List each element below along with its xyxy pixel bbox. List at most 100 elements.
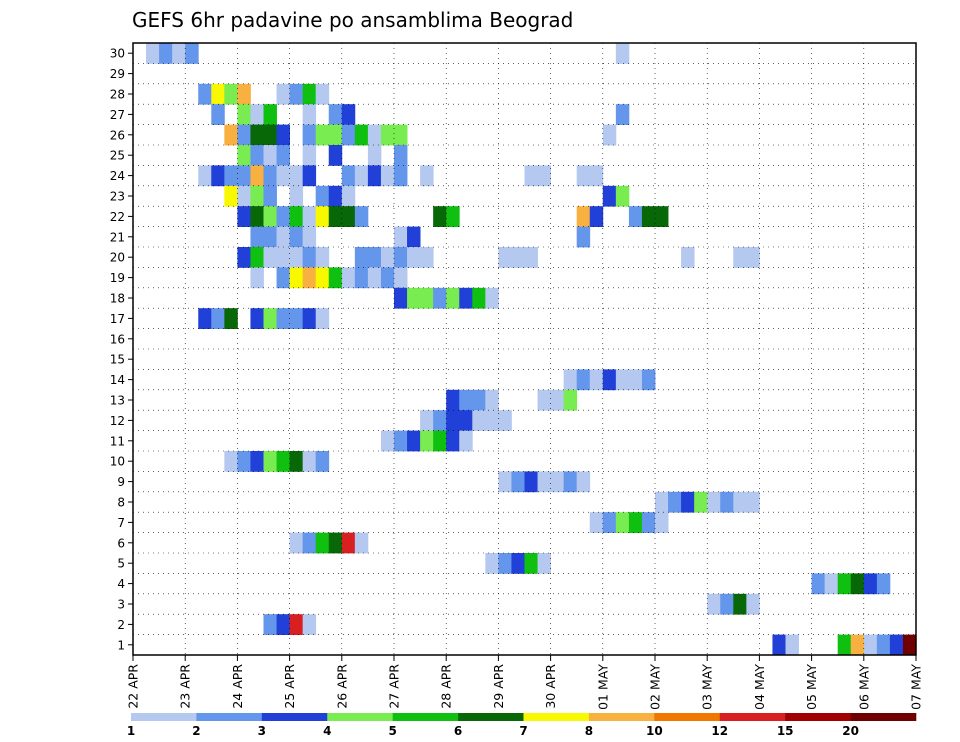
heatmap-cell	[315, 247, 330, 268]
heatmap-cell	[824, 573, 839, 595]
legend-swatch	[785, 713, 851, 721]
heatmap-cell	[407, 247, 421, 268]
y-tick-label: 21	[110, 230, 125, 244]
heatmap-cell	[354, 247, 369, 268]
heatmap-cell	[420, 410, 434, 431]
x-tick-label: 01 MAY	[595, 664, 610, 710]
heatmap-cell	[746, 593, 760, 615]
heatmap-cell	[785, 634, 799, 656]
heatmap-cell	[485, 410, 499, 431]
heatmap-cell	[328, 124, 343, 146]
heatmap-cell	[237, 165, 251, 187]
heatmap-cell	[472, 410, 486, 431]
heatmap-cell	[276, 124, 290, 146]
heatmap-cell	[250, 165, 264, 187]
heatmap-cell	[263, 247, 277, 268]
heatmap-cell	[420, 430, 434, 452]
legend-label: 20	[842, 724, 859, 738]
heatmap-cell	[615, 104, 630, 125]
heatmap-cell	[367, 247, 382, 268]
heatmap-cell	[602, 124, 617, 146]
heatmap-cell	[289, 83, 304, 105]
heatmap-cell	[237, 206, 251, 227]
heatmap-cells	[146, 43, 917, 656]
legend-swatch	[654, 713, 721, 721]
heatmap-cell	[733, 593, 747, 615]
heatmap-cell	[263, 185, 277, 207]
y-tick-label: 7	[117, 516, 125, 530]
heatmap-cell	[459, 287, 473, 309]
x-tick-label: 30 APR	[543, 664, 558, 709]
heatmap-cell	[250, 124, 264, 146]
legend-label: 1	[127, 724, 135, 738]
heatmap-cell	[407, 287, 421, 309]
y-tick-label: 29	[110, 67, 125, 81]
heatmap-cell	[615, 369, 630, 391]
heatmap-cell	[250, 226, 264, 248]
x-tick-label: 04 MAY	[752, 664, 767, 710]
y-tick-label: 14	[110, 373, 125, 387]
heatmap-cell	[550, 389, 565, 411]
y-tick-label: 8	[117, 496, 125, 510]
heatmap-cell	[485, 553, 499, 574]
heatmap-cell	[315, 451, 330, 472]
heatmap-cell	[524, 247, 538, 268]
heatmap-cell	[354, 532, 369, 554]
heatmap-cell	[263, 451, 277, 472]
heatmap-cell	[537, 471, 551, 493]
heatmap-cell	[250, 185, 264, 207]
y-tick-label: 6	[117, 536, 125, 550]
heatmap-cell	[250, 247, 264, 268]
heatmap-cell	[315, 206, 330, 227]
heatmap-cell	[446, 430, 460, 452]
heatmap-cell	[289, 614, 304, 635]
x-tick-label: 25 APR	[282, 664, 297, 709]
y-tick-label: 1	[117, 638, 125, 652]
heatmap-cell	[302, 614, 317, 635]
heatmap-cell	[837, 634, 852, 656]
heatmap-cell	[263, 226, 277, 248]
heatmap-cell	[237, 185, 251, 207]
y-tick-label: 27	[110, 108, 125, 122]
heatmap-cell	[263, 206, 277, 227]
y-tick-label: 25	[110, 149, 125, 163]
heatmap-cell	[302, 308, 317, 329]
y-tick-label: 15	[110, 353, 125, 367]
y-tick-label: 26	[110, 128, 125, 142]
heatmap-cell	[576, 226, 591, 248]
heatmap-cell	[420, 165, 434, 187]
heatmap-cell	[459, 430, 473, 452]
heatmap-cell	[289, 165, 304, 187]
heatmap-cell	[537, 553, 551, 574]
heatmap-cell	[237, 83, 251, 105]
y-tick-label: 20	[110, 251, 125, 265]
heatmap-cell	[172, 43, 186, 64]
heatmap-cell	[354, 165, 369, 187]
y-tick-label: 11	[110, 434, 125, 448]
y-tick-label: 3	[117, 598, 125, 612]
heatmap-cell	[668, 491, 682, 513]
heatmap-cell	[315, 83, 330, 105]
heatmap-cell	[276, 226, 290, 248]
heatmap-cell	[211, 104, 225, 125]
legend-swatch	[523, 713, 590, 721]
heatmap-cell	[733, 247, 747, 268]
heatmap-cell	[289, 185, 304, 207]
legend-label: 8	[585, 724, 593, 738]
heatmap-cell	[341, 104, 356, 125]
heatmap-cell	[498, 553, 512, 574]
heatmap-cell	[276, 247, 290, 268]
y-tick-label: 10	[110, 455, 125, 469]
legend-label: 15	[777, 724, 794, 738]
color-legend: 1 2 3 4 5 6 7 8 10 12 15 20	[127, 713, 917, 738]
heatmap-cell	[367, 267, 382, 289]
x-axis-ticks: 22 APR 23 APR 24 APR 25 APR 26 APR 27 APR 28 A…	[126, 655, 924, 710]
heatmap-cell	[641, 512, 656, 533]
heatmap-cell	[433, 206, 447, 227]
x-tick-label: 26 APR	[334, 664, 349, 709]
heatmap-cell	[250, 267, 264, 289]
heatmap-cell	[159, 43, 173, 64]
heatmap-cell	[146, 43, 160, 64]
heatmap-cell	[354, 267, 369, 289]
heatmap-cell	[237, 451, 251, 472]
